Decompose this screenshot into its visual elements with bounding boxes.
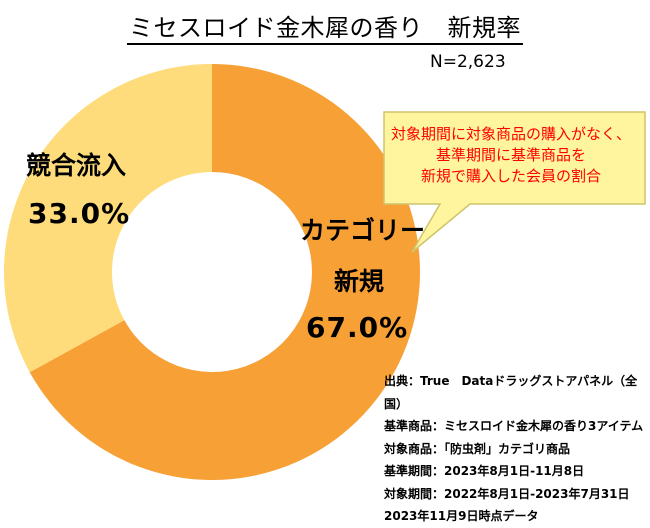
donut-chart <box>3 64 646 480</box>
slice-value-category: 67.0% <box>306 311 409 344</box>
source-line: 基準商品：ミセスロイド金木犀の香り3アイテム <box>384 419 644 433</box>
source-line: 対象商品：「防虫剤」カテゴリ商品 <box>384 441 571 456</box>
sample-size: N=2,623 <box>430 52 506 72</box>
source-notes: 出典：True Dataドラッグストアパネル（全国） 基準商品：ミセスロイド金木… <box>384 370 650 528</box>
source-line: 2023年11月9日時点データ <box>384 509 539 523</box>
slice-category-new <box>29 64 420 480</box>
slice-label-category: カテゴリー <box>300 216 426 245</box>
callout-bubble <box>383 111 646 253</box>
slice-label-category-new: 新規 <box>334 267 385 296</box>
source-line: 出典：True Dataドラッグストアパネル（全国） <box>384 374 638 411</box>
source-line: 基準期間：2023年8月1日-11月8日 <box>384 464 585 478</box>
chart-title: ミセスロイド金木犀の香り 新規率 <box>0 8 650 45</box>
callout-line: 対象期間に対象商品の購入がなく、 <box>390 125 631 143</box>
callout-line: 新規で購入した会員の割合 <box>420 167 601 185</box>
callout-text: 対象期間に対象商品の購入がなく、 基準期間に基準商品を 新規で購入した会員の割合 <box>388 124 634 187</box>
slice-value-competitor: 33.0% <box>28 197 131 230</box>
slice-label-competitor: 競合流入 <box>26 151 127 180</box>
callout-line: 基準期間に基準商品を <box>435 146 586 164</box>
slice-competitor-inflow <box>3 64 212 373</box>
